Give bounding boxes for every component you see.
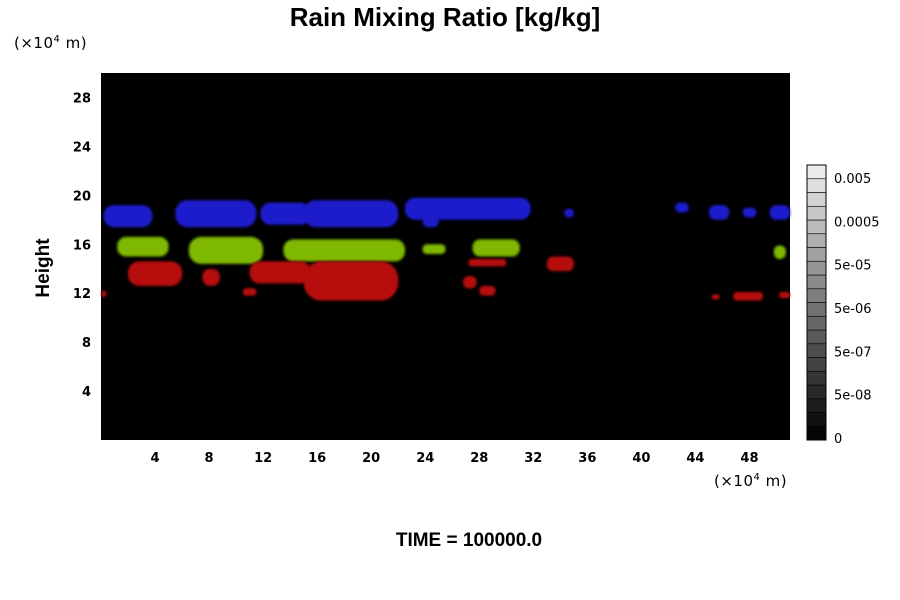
colorbar-level bbox=[806, 357, 827, 372]
colorbar-labels: 0.005 0.0005 5e-05 5e-06 5e-07 5e-08 0 bbox=[834, 172, 880, 447]
colorbar-level bbox=[806, 343, 827, 358]
y-tick-label: 12 bbox=[73, 287, 91, 302]
rain-region-2-0 bbox=[128, 261, 183, 286]
colorbar-label: 0.005 bbox=[834, 172, 871, 187]
rain-region-0-6 bbox=[564, 208, 574, 218]
x-tick-label: 36 bbox=[578, 451, 596, 466]
y-axis-unit: (×104 m) bbox=[14, 34, 87, 52]
rain-region-2-5 bbox=[463, 276, 477, 289]
rain-region-0-9 bbox=[742, 207, 757, 218]
y-tick-label: 20 bbox=[73, 189, 91, 204]
rain-region-0-8 bbox=[708, 205, 730, 220]
colorbar-label: 5e-07 bbox=[834, 345, 872, 360]
rain-region-1-0 bbox=[117, 236, 169, 257]
x-tick-label: 12 bbox=[254, 451, 272, 466]
colorbar-level bbox=[806, 412, 827, 427]
rain-region-2-10 bbox=[711, 294, 720, 300]
rain-region-2-4 bbox=[242, 288, 257, 296]
rain-region-0-5 bbox=[422, 214, 439, 228]
rain-region-2-1 bbox=[202, 268, 220, 286]
colorbar-level bbox=[806, 288, 827, 303]
y-tick-label: 4 bbox=[82, 385, 91, 400]
x-tick-label: 16 bbox=[308, 451, 326, 466]
colorbar-label: 5e-08 bbox=[834, 389, 872, 404]
colorbar-level bbox=[806, 164, 827, 180]
rain-region-0-10 bbox=[769, 205, 790, 220]
rain-region-2-11 bbox=[733, 291, 763, 301]
colorbar-level bbox=[806, 315, 827, 331]
rain-region-2-3 bbox=[303, 261, 399, 301]
rain-region-1-2 bbox=[283, 239, 405, 262]
rain-region-2-2 bbox=[249, 261, 311, 284]
x-axis-ticks: 4 8 12 16 20 24 28 32 36 40 44 48 bbox=[151, 451, 759, 466]
rain-region-1-1 bbox=[188, 236, 264, 264]
colorbar-level bbox=[806, 247, 827, 262]
colorbar-label: 5e-05 bbox=[834, 259, 872, 274]
colorbar-level bbox=[806, 384, 827, 400]
colorbar-label: 5e-06 bbox=[834, 302, 872, 317]
rain-region-0-4 bbox=[404, 197, 531, 220]
rain-region-2-7 bbox=[479, 285, 496, 296]
x-tick-label: 4 bbox=[151, 451, 160, 466]
x-tick-label: 40 bbox=[632, 451, 650, 466]
rain-region-2-9 bbox=[101, 290, 107, 297]
x-tick-label: 20 bbox=[362, 451, 380, 466]
rain-region-0-7 bbox=[675, 202, 689, 213]
colorbar-level bbox=[806, 219, 827, 235]
colorbar-label: 0.0005 bbox=[834, 215, 880, 230]
rain-region-0-1 bbox=[175, 200, 257, 228]
colorbar-level bbox=[806, 425, 827, 441]
colorbar-frame bbox=[806, 164, 827, 441]
colorbar-level bbox=[806, 398, 827, 413]
x-axis-unit: (×104 m) bbox=[714, 472, 787, 490]
rain-region-1-3 bbox=[422, 244, 446, 255]
colorbar-level bbox=[806, 205, 827, 221]
colorbar-level bbox=[806, 370, 827, 386]
colorbar-level bbox=[806, 302, 827, 317]
y-unit-suffix: m) bbox=[60, 34, 88, 52]
x-unit-suffix: m) bbox=[760, 472, 788, 490]
time-label: TIME = 100000.0 bbox=[395, 530, 543, 551]
y-tick-label: 28 bbox=[73, 91, 91, 106]
rain-region-0-3 bbox=[303, 200, 399, 228]
y-unit-prefix: (×10 bbox=[14, 34, 54, 52]
y-unit-exponent: 4 bbox=[53, 34, 61, 45]
y-tick-label: 8 bbox=[82, 336, 91, 351]
x-tick-label: 44 bbox=[686, 451, 704, 466]
colorbar-level bbox=[806, 233, 827, 248]
rain-region-2-8 bbox=[546, 256, 574, 272]
colorbar-level bbox=[806, 192, 827, 207]
colorbar bbox=[806, 164, 827, 441]
chart-title: Rain Mixing Ratio [kg/kg] bbox=[289, 2, 601, 32]
rain-region-2-6 bbox=[468, 258, 507, 267]
colorbar-level bbox=[806, 329, 827, 345]
colorbar-level bbox=[806, 274, 827, 290]
colorbar-level bbox=[806, 260, 827, 276]
y-axis-ticks: 4 8 12 16 20 24 28 bbox=[73, 91, 91, 400]
y-tick-label: 24 bbox=[73, 140, 91, 155]
x-tick-label: 24 bbox=[416, 451, 434, 466]
rain-region-1-5 bbox=[773, 245, 786, 259]
x-tick-label: 8 bbox=[205, 451, 214, 466]
colorbar-level bbox=[806, 178, 827, 193]
rain-region-1-4 bbox=[472, 239, 520, 257]
x-unit-exponent: 4 bbox=[753, 472, 761, 483]
x-tick-label: 32 bbox=[524, 451, 542, 466]
y-tick-label: 16 bbox=[73, 238, 91, 253]
x-tick-label: 48 bbox=[740, 451, 758, 466]
rain-region-0-2 bbox=[260, 202, 311, 225]
rain-region-0-0 bbox=[103, 205, 153, 228]
x-tick-label: 28 bbox=[470, 451, 488, 466]
colorbar-label: 0 bbox=[834, 432, 842, 447]
heatmap-regions bbox=[101, 197, 790, 301]
rain-region-2-12 bbox=[779, 291, 790, 299]
x-unit-prefix: (×10 bbox=[714, 472, 754, 490]
